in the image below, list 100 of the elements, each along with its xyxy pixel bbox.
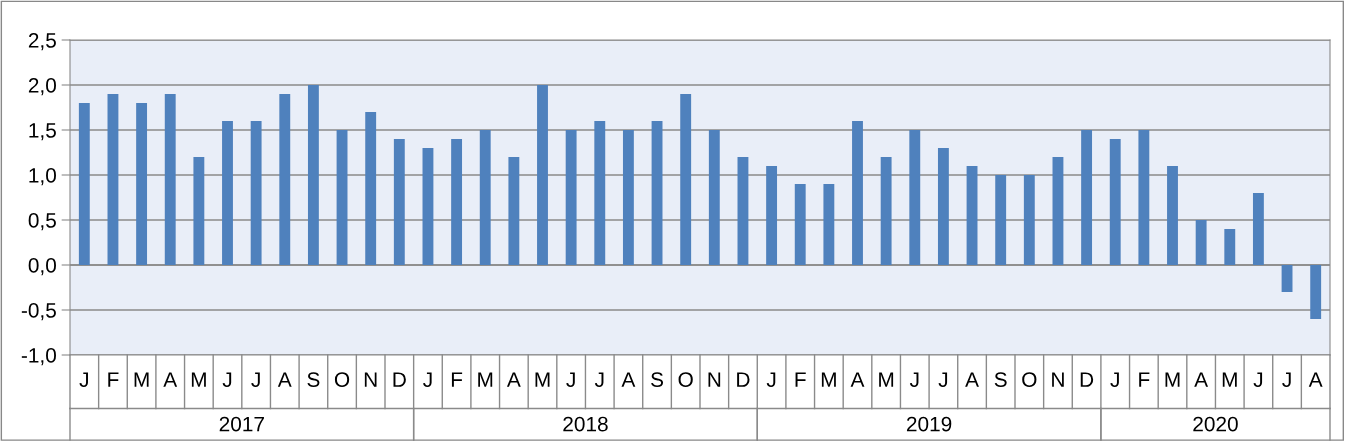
text: 2018	[563, 416, 608, 432]
x-tick-label: O	[678, 372, 693, 387]
x-tick-label: O	[334, 372, 350, 387]
x-tick-label: M	[535, 372, 550, 387]
bar	[651, 121, 663, 265]
text: 2017	[219, 416, 264, 432]
bar	[1224, 229, 1236, 265]
bar	[78, 103, 90, 265]
x-tick-label: J	[938, 372, 948, 387]
x-tick-label: A	[621, 372, 636, 387]
bar	[107, 94, 119, 265]
x-tick-label: M	[191, 372, 206, 387]
bar	[164, 94, 176, 265]
x-tick-label: J	[79, 372, 88, 387]
bar	[622, 130, 634, 265]
bar	[1252, 193, 1264, 265]
x-tick-label: F	[1139, 372, 1150, 387]
x-tick-label: F	[795, 372, 806, 387]
bar	[1109, 139, 1121, 265]
y-tick-label: -0,5	[21, 303, 56, 321]
x-tick-label: J	[1282, 372, 1291, 387]
x-tick-label: A	[1194, 372, 1209, 387]
x-tick-label: J	[566, 372, 575, 387]
bar	[594, 121, 606, 265]
bar	[1195, 220, 1207, 265]
x-tick-label: A	[506, 372, 521, 387]
bar	[193, 157, 205, 265]
bar	[680, 94, 692, 265]
x-tick-label: J	[594, 372, 604, 387]
x-tick-label: M	[478, 372, 493, 387]
x-tick-label: J	[909, 372, 919, 387]
bar	[880, 157, 892, 265]
bar	[966, 166, 978, 265]
x-tick-label: A	[850, 372, 865, 387]
y-tick-label: 0,5	[28, 213, 56, 231]
x-tick-label: J	[1253, 372, 1263, 387]
x-tick-label: J	[766, 372, 776, 387]
x-tick-label: D	[737, 372, 750, 387]
x-tick-label: M	[879, 372, 894, 387]
bar	[422, 148, 434, 265]
x-tick-label: J	[251, 372, 260, 387]
x-tick-label: J	[1110, 372, 1119, 387]
x-tick-label: S	[307, 372, 320, 387]
bar	[937, 148, 949, 265]
bar	[250, 121, 262, 265]
bar	[508, 157, 520, 265]
y-tick-label: 2,0	[28, 78, 56, 96]
text: 2020	[1193, 416, 1238, 432]
bar	[823, 184, 835, 265]
bar	[766, 166, 778, 265]
bar	[479, 130, 491, 265]
bar	[852, 121, 863, 265]
y-tick-label: -1,0	[21, 348, 56, 366]
x-tick-label: N	[1052, 372, 1064, 387]
bar	[1052, 157, 1064, 265]
x-tick-label: M	[1165, 372, 1180, 387]
bar	[336, 130, 348, 265]
x-tick-label: A	[163, 372, 178, 387]
bar	[909, 130, 921, 265]
x-tick-label: M	[821, 372, 836, 387]
bar	[451, 139, 463, 265]
bar	[365, 112, 377, 265]
text: 2019	[906, 416, 952, 432]
bar	[794, 184, 806, 265]
bar	[1167, 166, 1178, 265]
bar	[1081, 130, 1093, 265]
y-tick-label: 1,0	[29, 168, 56, 186]
bar	[737, 157, 749, 265]
x-tick-label: D	[1080, 372, 1094, 387]
x-tick-label: M	[1222, 372, 1237, 387]
bar	[1023, 175, 1035, 265]
bar	[537, 85, 548, 265]
x-tick-label: A	[965, 372, 979, 387]
x-tick-label: J	[222, 372, 232, 387]
bar	[1281, 265, 1293, 292]
x-tick-label: N	[364, 372, 377, 387]
x-tick-label: O	[1022, 372, 1037, 387]
bar	[1310, 265, 1322, 319]
bar	[136, 103, 148, 265]
x-tick-label: J	[423, 372, 432, 387]
y-tick-label: 1,5	[29, 123, 56, 141]
x-tick-label: A	[1308, 372, 1323, 387]
bar	[307, 85, 319, 265]
x-tick-label: M	[134, 372, 149, 387]
bar	[565, 130, 577, 265]
x-tick-label: D	[393, 372, 406, 387]
bar	[708, 130, 720, 265]
x-tick-label: S	[651, 372, 664, 387]
x-tick-label: S	[994, 372, 1007, 387]
y-tick-label: 2,5	[28, 33, 56, 51]
bar	[393, 139, 405, 265]
x-tick-label: N	[708, 372, 721, 387]
bar	[222, 121, 233, 265]
bar	[279, 94, 291, 265]
x-tick-label: F	[108, 372, 119, 387]
x-tick-label: A	[277, 372, 292, 387]
bar	[995, 175, 1007, 265]
y-tick-label: 0,0	[28, 258, 56, 276]
x-tick-label: F	[451, 372, 463, 387]
bar	[1138, 130, 1150, 265]
